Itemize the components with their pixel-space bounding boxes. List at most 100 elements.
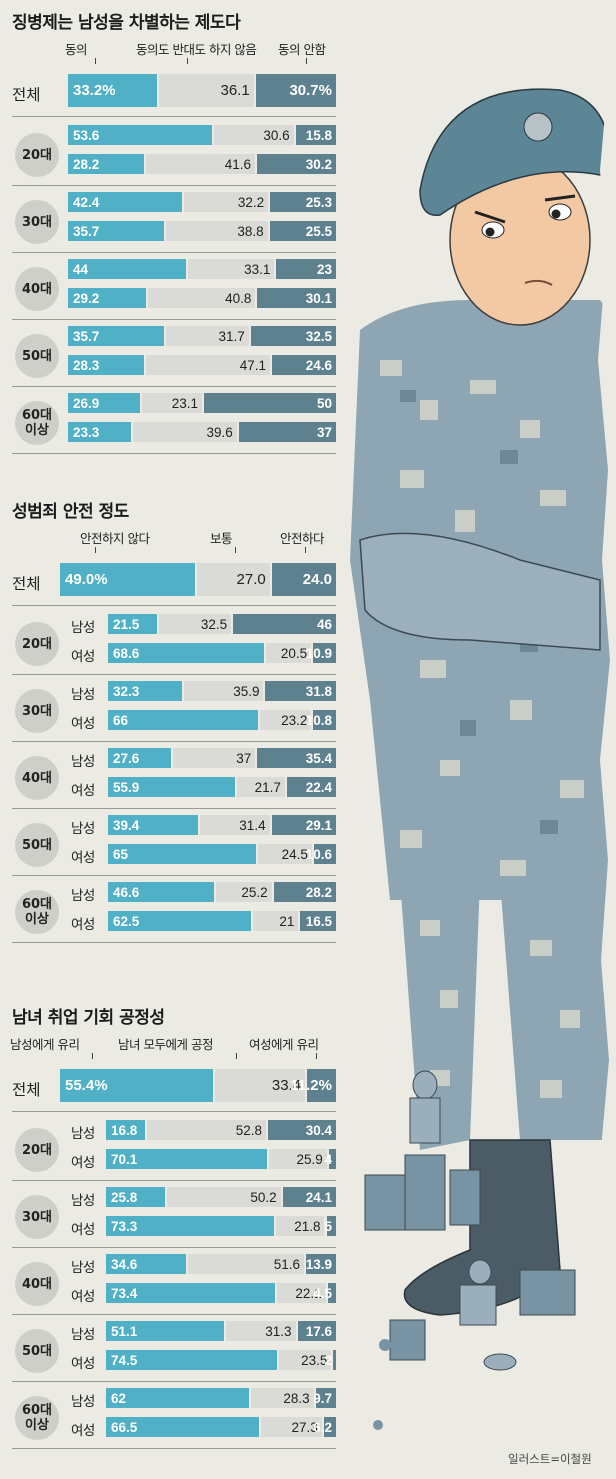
gender-label: 남성 — [71, 1193, 95, 1209]
bar-segment-disagree: 15.8 — [293, 125, 336, 145]
value-label: 49.0% — [65, 571, 108, 588]
stacked-bar: 23.3 39.6 37 — [68, 422, 336, 442]
bar-segment-agree: 74.5 — [106, 1350, 278, 1370]
bar-segment-agree: 55.4% — [60, 1069, 213, 1102]
value-label: 30.7% — [289, 82, 332, 99]
bar-segment-neutral: 32.5 — [157, 614, 232, 634]
bar-segment-agree: 70.1 — [106, 1149, 268, 1169]
value-label: 20.5 — [280, 646, 308, 661]
value-label: 25.2 — [241, 885, 268, 900]
legend-label: 동의도 반대도 하지 않음 — [136, 42, 257, 57]
age-label: 60대 — [21, 897, 53, 912]
gender-label: 여성 — [71, 783, 95, 799]
bar-segment-agree: 21.5 — [108, 614, 158, 634]
group-divider — [12, 185, 336, 186]
value-label: 30.6 — [263, 128, 290, 143]
value-label: 39.6 — [206, 425, 233, 440]
gender-label: 남성 — [71, 1126, 95, 1142]
bar-segment-disagree: 25.5 — [267, 221, 336, 241]
stacked-bar: 66.5 27.3 6.2 — [106, 1417, 336, 1437]
bar-segment-disagree: 30.7% — [253, 74, 336, 107]
gender-label: 여성 — [71, 850, 95, 866]
value-label: 31.4 — [239, 818, 266, 833]
stacked-bar: 73.4 22.1 4.5 — [106, 1283, 336, 1303]
bar-segment-neutral: 28.3 — [248, 1388, 314, 1408]
value-label: 24.6 — [305, 358, 332, 373]
stacked-bar: 42.4 32.2 25.3 — [68, 192, 336, 212]
value-label: 27.3 — [291, 1420, 318, 1435]
stacked-bar: 53.6 30.6 15.8 — [68, 125, 336, 145]
age-label: 30대 — [21, 703, 53, 719]
bar-segment-agree: 66 — [108, 710, 259, 730]
value-label: 16.8 — [111, 1123, 138, 1138]
value-label: 9.7 — [313, 1391, 332, 1406]
group-divider — [12, 808, 336, 809]
value-label: 29.2 — [73, 291, 100, 306]
gender-label: 남성 — [71, 754, 95, 770]
bar-segment-agree: 49.0% — [60, 563, 196, 596]
bar-segment-neutral: 50.2 — [165, 1187, 281, 1207]
age-label: 20대 — [21, 147, 53, 163]
bar-segment-agree: 28.2 — [68, 154, 144, 174]
value-label: 25.9 — [296, 1152, 323, 1167]
value-label: 32.3 — [113, 684, 140, 699]
section-divider — [12, 116, 336, 117]
age-group-badge: 30대 — [15, 689, 59, 733]
age-group-badge: 50대 — [15, 823, 59, 867]
bar-segment-disagree: 28.2 — [271, 882, 336, 902]
value-label: 32.5 — [305, 329, 332, 344]
stacked-bar: 66 23.2 10.8 — [108, 710, 336, 730]
value-label: 36.1 — [220, 82, 250, 99]
value-label: 25.8 — [111, 1190, 138, 1205]
value-label: 27.6 — [113, 751, 140, 766]
legend-tick — [92, 1053, 93, 1059]
value-label: 22.1 — [295, 1286, 322, 1301]
bar-segment-neutral: 20.5 — [264, 643, 312, 663]
bar-segment-neutral: 36.1 — [156, 74, 254, 107]
value-label: 30.2 — [305, 157, 332, 172]
value-label: 21.7 — [254, 780, 281, 795]
legend-label: 동의 — [65, 42, 88, 57]
value-label: 32.2 — [237, 195, 265, 210]
stacked-bar: 26.9 23.1 50 — [68, 393, 336, 413]
value-label: 37 — [316, 425, 332, 440]
value-label: 21.8 — [294, 1219, 321, 1234]
bar-segment-neutral: 31.4 — [197, 815, 270, 835]
bar-segment-agree: 42.4 — [68, 192, 182, 212]
bar-segment-agree: 27.6 — [108, 748, 171, 768]
legend-tick — [95, 58, 96, 64]
value-label: 28.2 — [305, 885, 332, 900]
value-label: 33.4 — [271, 1077, 302, 1094]
value-label: 34.6 — [111, 1257, 138, 1272]
legend-label: 남녀 모두에게 공정 — [118, 1037, 213, 1052]
bar-segment-disagree: 10.9 — [306, 643, 336, 663]
value-label: 11.2% — [290, 1077, 332, 1094]
bar-segment-disagree: 23 — [274, 259, 336, 279]
gender-label: 남성 — [71, 620, 95, 636]
total-bar: 49.0% 27.0 24.0 — [60, 563, 336, 596]
bar-segment-agree: 68.6 — [108, 643, 265, 663]
value-label: 28.3 — [283, 1391, 310, 1406]
age-group-badge: 40대 — [15, 1262, 59, 1306]
bar-segment-neutral: 38.8 — [163, 221, 268, 241]
value-label: 62 — [111, 1391, 127, 1406]
value-label: 55.9 — [113, 780, 140, 795]
value-label: 35.7 — [73, 224, 100, 239]
age-label: 30대 — [21, 214, 53, 230]
stacked-bar: 28.2 41.6 30.2 — [68, 154, 336, 174]
bar-segment-disagree: 46 — [231, 614, 336, 634]
legend-label: 동의 안함 — [278, 42, 326, 57]
total-label: 전체 — [12, 86, 41, 104]
value-label: 21.5 — [113, 617, 140, 632]
age-label-sub: 이상 — [25, 423, 49, 438]
bar-segment-agree: 65 — [108, 844, 257, 864]
stacked-bar: 46.6 25.2 28.2 — [108, 882, 336, 902]
group-divider — [12, 1180, 336, 1181]
bar-segment-neutral: 21.7 — [235, 777, 285, 797]
bar-segment-neutral: 35.9 — [181, 681, 264, 701]
stacked-bar: 74.5 23.5 2 — [106, 1350, 336, 1370]
bar-segment-agree: 62 — [106, 1388, 249, 1408]
bar-segment-neutral: 21.8 — [274, 1216, 325, 1236]
bar-segment-neutral: 33.1 — [185, 259, 275, 279]
